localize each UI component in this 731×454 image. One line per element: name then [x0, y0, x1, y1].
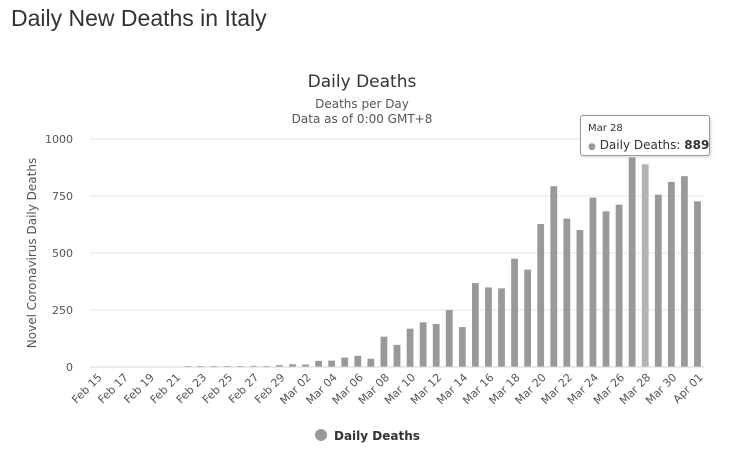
- bar-mar-04[interactable]: [328, 360, 336, 367]
- bar-mar-22[interactable]: [563, 218, 571, 367]
- y-tick-label: 250: [52, 304, 73, 317]
- legend-marker: [315, 429, 327, 441]
- tooltip: Mar 28 ● Daily Deaths: 889: [580, 115, 710, 156]
- bar-mar-19[interactable]: [524, 269, 532, 367]
- bar-mar-20[interactable]: [537, 224, 545, 367]
- bar-mar-14[interactable]: [458, 327, 466, 367]
- tooltip-value: 889: [684, 138, 710, 152]
- legend[interactable]: Daily Deaths: [315, 429, 420, 443]
- x-tick-label: Apr 01: [671, 371, 706, 406]
- bar-mar-21[interactable]: [550, 186, 558, 367]
- bar-mar-01[interactable]: [289, 364, 296, 367]
- tooltip-row: ● Daily Deaths: 889: [588, 138, 710, 152]
- y-axis-ticks: 0 250 500 750 1000: [45, 133, 73, 374]
- bar-mar-13[interactable]: [445, 310, 453, 367]
- tooltip-marker: ●: [588, 142, 596, 152]
- bar-mar-29[interactable]: [654, 194, 662, 367]
- bar-mar-12[interactable]: [432, 323, 440, 367]
- y-tick-label: 1000: [45, 133, 73, 146]
- bar-mar-08[interactable]: [380, 336, 388, 367]
- bars: [184, 157, 701, 367]
- bar-mar-27[interactable]: [628, 157, 636, 367]
- bar-mar-02[interactable]: [302, 364, 309, 367]
- bar-mar-09[interactable]: [393, 344, 401, 367]
- chart-subtitle: Deaths per Day: [315, 97, 409, 111]
- chart-title: Daily Deaths: [308, 72, 417, 92]
- bar-mar-23[interactable]: [576, 229, 584, 367]
- y-tick-label: 750: [52, 190, 73, 203]
- bar-mar-24[interactable]: [589, 197, 597, 367]
- tooltip-series: Daily Deaths: [599, 138, 677, 152]
- gridlines: [90, 138, 704, 311]
- bar-feb-29[interactable]: [276, 365, 283, 367]
- legend-label: Daily Deaths: [334, 429, 420, 443]
- bar-mar-03[interactable]: [315, 360, 323, 367]
- bar-mar-25[interactable]: [602, 211, 610, 367]
- bar-mar-17[interactable]: [498, 288, 505, 367]
- bar-mar-10[interactable]: [406, 328, 414, 367]
- bar-mar-16[interactable]: [485, 287, 492, 367]
- bar-mar-31[interactable]: [681, 176, 688, 367]
- y-tick-label: 500: [52, 247, 73, 260]
- tooltip-date: Mar 28: [588, 123, 623, 134]
- bar-mar-11[interactable]: [419, 322, 427, 367]
- bar-mar-18[interactable]: [511, 258, 518, 367]
- bar-mar-26[interactable]: [615, 204, 623, 367]
- bar-apr-01[interactable]: [694, 201, 701, 367]
- bar-mar-28[interactable]: [641, 164, 649, 367]
- y-axis-title: Novel Coronavirus Daily Deaths: [25, 158, 39, 348]
- bar-mar-30[interactable]: [667, 181, 675, 367]
- bar-mar-06[interactable]: [354, 355, 362, 367]
- bar-mar-05[interactable]: [341, 357, 349, 367]
- y-tick-label: 0: [66, 361, 73, 374]
- bar-feb-27[interactable]: [249, 365, 257, 367]
- page-title: Daily New Deaths in Italy: [11, 5, 267, 31]
- bar-mar-15[interactable]: [471, 283, 479, 367]
- chart-subtitle-data-date: Data as of 0:00 GMT+8: [292, 112, 433, 126]
- bar-mar-07[interactable]: [367, 358, 375, 367]
